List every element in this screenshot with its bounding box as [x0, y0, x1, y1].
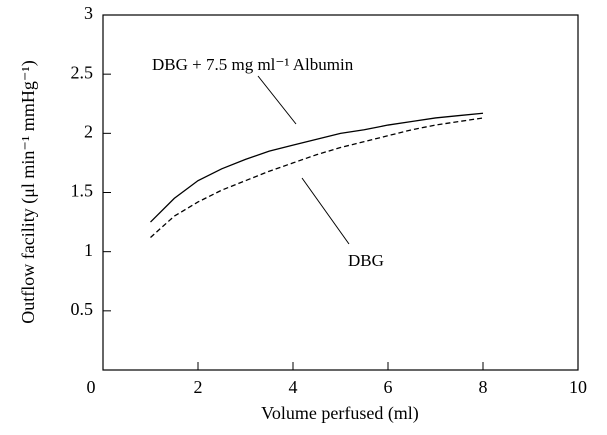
- x-tick-label: 6: [384, 377, 393, 397]
- x-tick-label: 8: [479, 377, 488, 397]
- y-tick-label: 2: [84, 121, 93, 141]
- y-tick-label: 0.5: [71, 299, 94, 319]
- x-tick-label: 10: [569, 377, 587, 397]
- x-tick-label: 0: [87, 377, 96, 397]
- data-line: [150, 112, 484, 223]
- leader-line: [257, 75, 297, 125]
- y-tick-label: 1: [84, 240, 93, 260]
- y-axis-label: Outflow facility (μl min⁻¹ mmHg⁻¹): [18, 60, 39, 323]
- x-tick-label: 4: [289, 377, 298, 397]
- annotation: DBG + 7.5 mg ml⁻¹ Albumin: [152, 55, 354, 74]
- y-tick-label: 1.5: [71, 181, 94, 201]
- leader-line: [301, 177, 350, 245]
- x-tick-label: 2: [194, 377, 203, 397]
- y-tick-label: 2.5: [71, 62, 94, 82]
- x-axis-label: Volume perfused (ml): [261, 403, 419, 424]
- annotation: DBG: [348, 251, 384, 270]
- y-tick-label: 3: [84, 3, 93, 23]
- data-line: [150, 117, 484, 238]
